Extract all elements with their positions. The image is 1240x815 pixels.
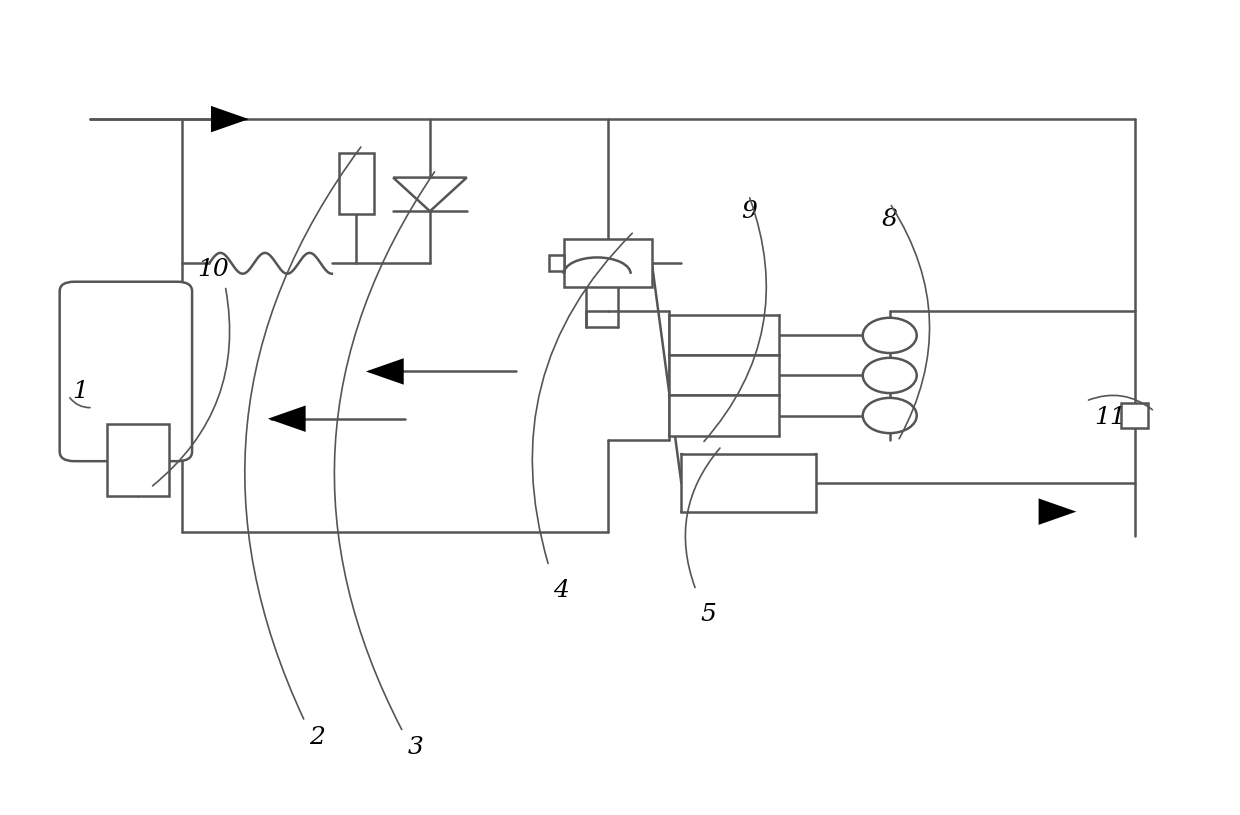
Text: 3: 3: [407, 737, 423, 760]
Text: 10: 10: [197, 258, 229, 281]
Bar: [340, 152, 373, 214]
Polygon shape: [1039, 499, 1076, 525]
Polygon shape: [211, 106, 249, 132]
Text: 4: 4: [553, 579, 569, 601]
Bar: [670, 315, 780, 355]
Bar: [108, 424, 169, 496]
Text: 8: 8: [882, 208, 898, 231]
Text: 9: 9: [740, 200, 756, 222]
Polygon shape: [393, 178, 466, 211]
Circle shape: [863, 358, 916, 393]
Text: 5: 5: [701, 602, 717, 626]
Circle shape: [863, 318, 916, 353]
Circle shape: [863, 398, 916, 433]
Bar: [670, 355, 780, 395]
Bar: [549, 255, 564, 271]
Polygon shape: [268, 406, 305, 432]
Polygon shape: [366, 359, 404, 385]
Bar: [681, 454, 816, 512]
Bar: [564, 240, 652, 288]
Text: 1: 1: [73, 380, 88, 403]
Bar: [1121, 403, 1148, 429]
Bar: [670, 395, 780, 435]
Text: 11: 11: [1095, 406, 1126, 429]
Text: 2: 2: [309, 726, 325, 749]
FancyBboxPatch shape: [60, 282, 192, 461]
